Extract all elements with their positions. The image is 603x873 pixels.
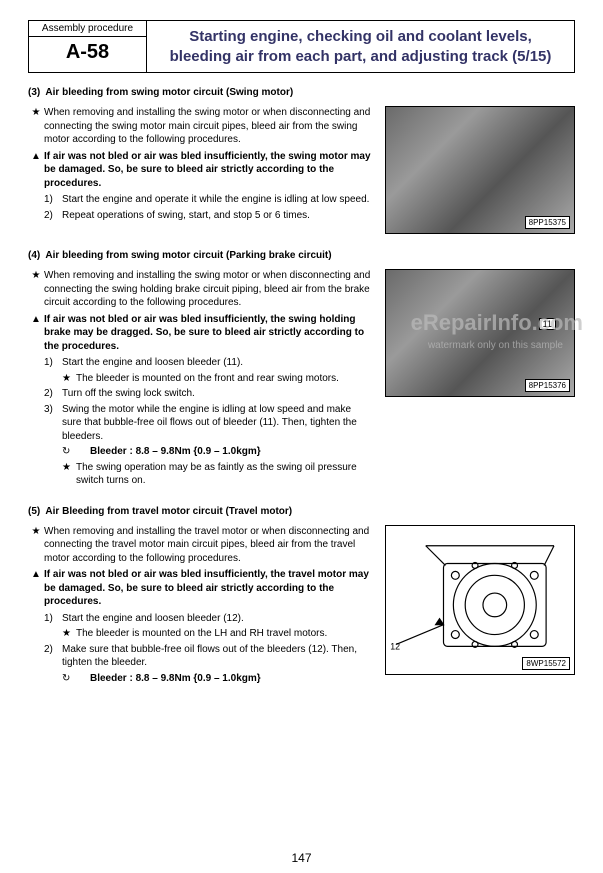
torque-text: Bleeder : 8.8 – 9.8Nm {0.9 – 1.0kgm} (90, 672, 373, 686)
warning-text: If air was not bled or air was bled insu… (44, 150, 373, 191)
step-text: Start the engine and loosen bleeder (12)… (62, 612, 373, 626)
star-icon: ★ (28, 269, 44, 310)
section-num: (5) (28, 506, 40, 517)
procedure-code: A-58 (29, 37, 146, 68)
star-icon: ★ (62, 461, 76, 488)
warning-text: If air was not bled or air was bled insu… (44, 313, 373, 354)
section-text: ★When removing and installing the swing … (28, 106, 373, 234)
section-heading: Air bleeding from swing motor circuit (P… (45, 250, 331, 261)
step-num: 2) (44, 209, 62, 223)
step-num: 1) (44, 356, 62, 370)
image-code: 8PP15376 (525, 379, 570, 392)
intro-text: When removing and installing the swing m… (44, 269, 373, 310)
step-text: Swing the motor while the engine is idli… (62, 403, 373, 444)
step-num: 2) (44, 643, 62, 670)
assembly-label: Assembly procedure (29, 21, 146, 37)
substep-text: The bleeder is mounted on the front and … (76, 372, 373, 386)
warning-text: If air was not bled or air was bled insu… (44, 568, 373, 609)
substep-text: The bleeder is mounted on the LH and RH … (76, 627, 373, 641)
diagram-travel-motor: 12 8WP15572 (385, 525, 575, 675)
substep-text: The swing operation may be as faintly as… (76, 461, 373, 488)
page-title: Starting engine, checking oil and coolan… (147, 21, 574, 72)
section-num: (4) (28, 250, 40, 261)
step-num: 1) (44, 193, 62, 207)
star-icon: ★ (28, 525, 44, 566)
intro-text: When removing and installing the travel … (44, 525, 373, 566)
star-icon: ★ (62, 627, 76, 641)
torque-icon: ↻ (62, 445, 90, 459)
page-header: Assembly procedure A-58 Starting engine,… (28, 20, 575, 73)
torque-icon: ↻ (62, 672, 90, 686)
image-code: 8PP15375 (525, 216, 570, 229)
image-code: 8WP15572 (522, 657, 570, 670)
callout-label: 11 (539, 318, 556, 330)
step-text: Start the engine and loosen bleeder (11)… (62, 356, 373, 370)
warning-icon: ▲ (28, 150, 44, 191)
intro-text: When removing and installing the swing m… (44, 106, 373, 147)
section-text: ★When removing and installing the travel… (28, 525, 373, 688)
section-text: ★When removing and installing the swing … (28, 269, 373, 490)
star-icon: ★ (62, 372, 76, 386)
step-text: Make sure that bubble-free oil flows out… (62, 643, 373, 670)
header-left: Assembly procedure A-58 (29, 21, 147, 72)
section-title: (5) Air Bleeding from travel motor circu… (28, 506, 575, 517)
warning-icon: ▲ (28, 313, 44, 354)
section-title: (3) Air bleeding from swing motor circui… (28, 87, 575, 98)
svg-text:12: 12 (390, 641, 400, 651)
step-text: Turn off the swing lock switch. (62, 387, 373, 401)
section-heading: Air bleeding from swing motor circuit (S… (45, 87, 293, 98)
step-text: Repeat operations of swing, start, and s… (62, 209, 373, 223)
step-num: 1) (44, 612, 62, 626)
section-5: (5) Air Bleeding from travel motor circu… (28, 506, 575, 688)
page-number: 147 (0, 851, 603, 865)
section-num: (3) (28, 87, 40, 98)
torque-text: Bleeder : 8.8 – 9.8Nm {0.9 – 1.0kgm} (90, 445, 373, 459)
section-title: (4) Air bleeding from swing motor circui… (28, 250, 575, 261)
photo-parking-brake: 11 8PP15376 (385, 269, 575, 397)
step-num: 3) (44, 403, 62, 444)
star-icon: ★ (28, 106, 44, 147)
section-3: (3) Air bleeding from swing motor circui… (28, 87, 575, 234)
photo-swing-motor: 8PP15375 (385, 106, 575, 234)
step-text: Start the engine and operate it while th… (62, 193, 373, 207)
section-4: (4) Air bleeding from swing motor circui… (28, 250, 575, 490)
step-num: 2) (44, 387, 62, 401)
section-heading: Air Bleeding from travel motor circuit (… (45, 506, 292, 517)
warning-icon: ▲ (28, 568, 44, 609)
